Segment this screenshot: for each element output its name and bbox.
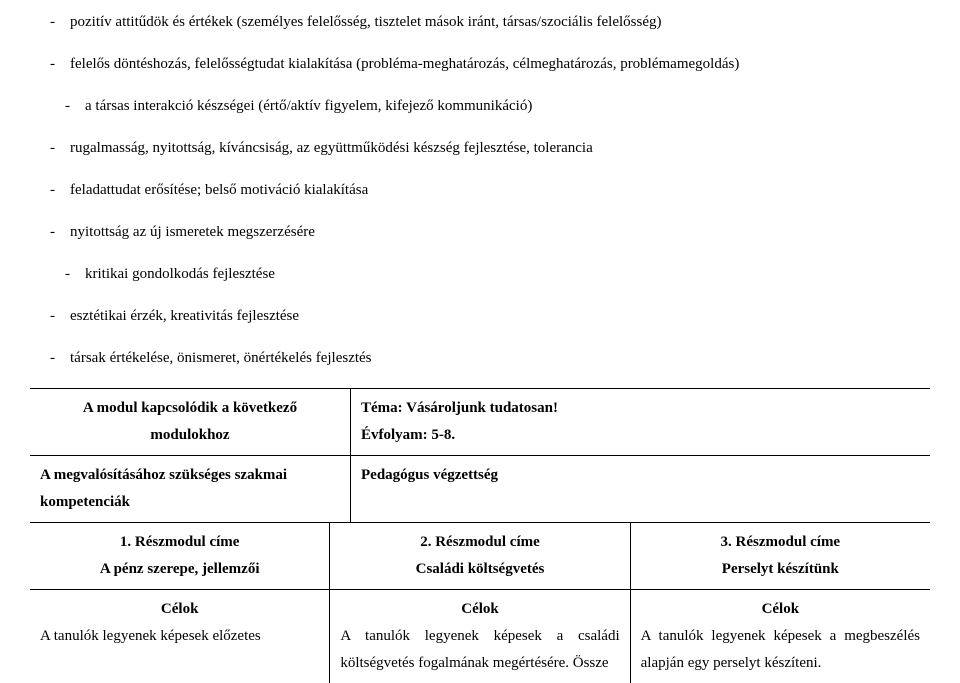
bullet-item: esztétikai érzék, kreativitás fejlesztés… (70, 304, 930, 328)
cell-goals-2: Célok A tanulók legyenek képesek a csalá… (330, 590, 630, 683)
reszmodul-1-num: 1. Részmodul címe (40, 529, 319, 556)
bullet-item: felelős döntéshozás, felelősségtudat kia… (70, 52, 930, 76)
cell-tema: Téma: Vásároljunk tudatosan! Évfolyam: 5… (351, 389, 931, 456)
bullet-item: rugalmasság, nyitottság, kíváncsiság, az… (70, 136, 930, 160)
bullet-item: kritikai gondolkodás fejlesztése (85, 262, 930, 286)
cell-reszmodul-2-title: 2. Részmodul címe Családi költségvetés (330, 523, 630, 590)
cell-kompetenciak: A megvalósításához szükséges szakmai kom… (30, 456, 351, 523)
module-table: A modul kapcsolódik a következő modulokh… (30, 388, 930, 523)
bullet-item: feladattudat erősítése; belső motiváció … (70, 178, 930, 202)
cell-goals-1: Célok A tanulók legyenek képesek előzete… (30, 590, 330, 683)
bullet-list: pozitív attitűdök és értékek (személyes … (30, 10, 930, 370)
cell-reszmodul-3-title: 3. Részmodul címe Perselyt készítünk (630, 523, 930, 590)
pedagogus-text: Pedagógus végzettség (361, 467, 498, 483)
modul-kapcsolodik-line1: A modul kapcsolódik a következő (83, 400, 297, 416)
reszmodul-1-sub: A pénz szerepe, jellemzői (40, 556, 319, 583)
goals-heading-3: Célok (641, 596, 920, 623)
cell-goals-3: Célok A tanulók legyenek képesek a megbe… (630, 590, 930, 683)
reszmodul-table: 1. Részmodul címe A pénz szerepe, jellem… (30, 523, 930, 683)
bullet-item: a társas interakció készségei (értő/aktí… (85, 94, 930, 118)
reszmodul-2-sub: Családi költségvetés (340, 556, 619, 583)
kompetenciak-line2: kompetenciák (40, 494, 130, 510)
tema-line2: Évfolyam: 5-8. (361, 427, 455, 443)
goals-body-3: A tanulók legyenek képesek a megbeszélés… (641, 623, 920, 677)
kompetenciak-line1: A megvalósításához szükséges szakmai (40, 467, 287, 483)
reszmodul-3-sub: Perselyt készítünk (641, 556, 920, 583)
tema-line1: Téma: Vásároljunk tudatosan! (361, 400, 558, 416)
reszmodul-2-num: 2. Részmodul címe (340, 529, 619, 556)
cell-pedagogus: Pedagógus végzettség (351, 456, 931, 523)
bullet-item: nyitottság az új ismeretek megszerzésére (70, 220, 930, 244)
reszmodul-3-num: 3. Részmodul címe (641, 529, 920, 556)
goals-body-2: A tanulók legyenek képesek a családi köl… (340, 623, 619, 677)
bullet-item: társak értékelése, önismeret, önértékelé… (70, 346, 930, 370)
bullet-item: pozitív attitűdök és értékek (személyes … (70, 10, 930, 34)
goals-heading-1: Célok (40, 596, 319, 623)
cell-modul-kapcsolodik: A modul kapcsolódik a következő modulokh… (30, 389, 351, 456)
goals-body-1: A tanulók legyenek képesek előzetes (40, 623, 319, 650)
modul-kapcsolodik-line2: modulokhoz (150, 427, 229, 443)
goals-heading-2: Célok (340, 596, 619, 623)
cell-reszmodul-1-title: 1. Részmodul címe A pénz szerepe, jellem… (30, 523, 330, 590)
